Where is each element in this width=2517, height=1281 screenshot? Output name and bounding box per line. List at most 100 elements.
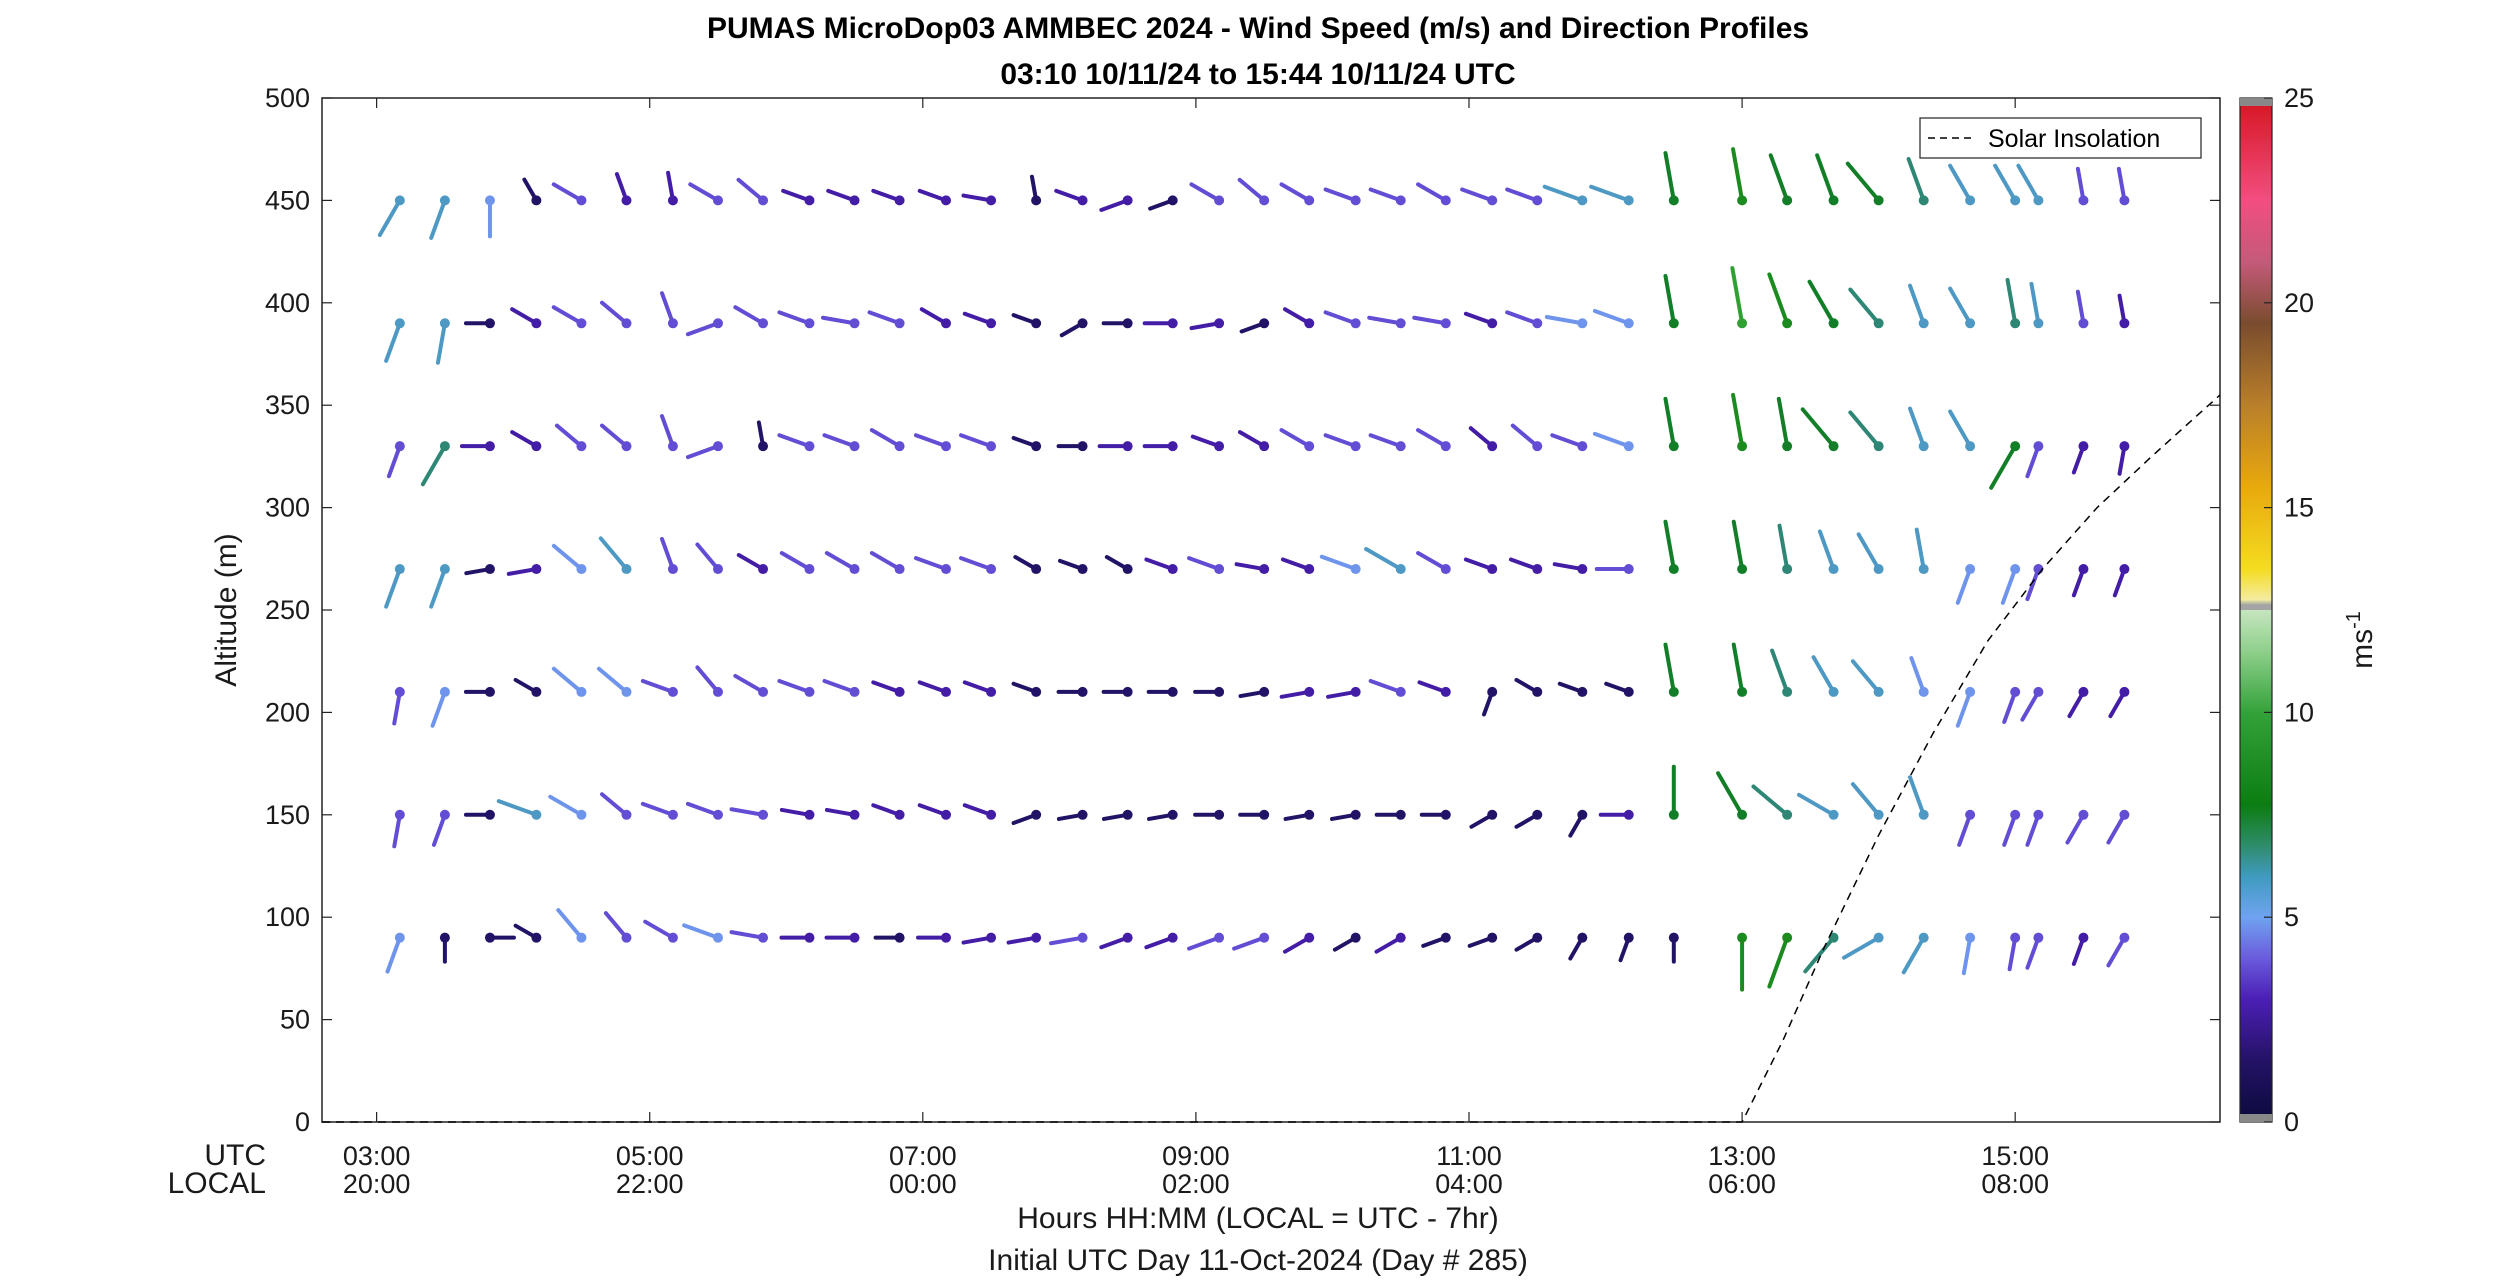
wind-barb-shaft [779,551,812,572]
wind-barb [1957,809,1976,847]
wind-barb-shaft [551,666,584,694]
wind-barb [733,305,769,329]
wind-barb [1101,809,1133,821]
wind-barb-dot [576,686,587,697]
wind-barb-shaft [685,321,720,337]
wind-barb-dot [1828,195,1839,206]
plot-frame [321,97,2221,1123]
wind-barb [1815,153,1839,206]
wind-barb [1330,809,1361,821]
wind-barb-dot [2010,564,2021,575]
wind-barb [1848,287,1884,329]
wind-barb [1146,686,1178,697]
wind-barb-dot [1304,564,1315,575]
wind-barb-dot [894,318,905,329]
wind-barb [1557,681,1588,697]
wind-barb [777,678,815,697]
wind-barb [1189,318,1225,331]
wind-barb-dot [1487,441,1498,452]
wind-barb [1279,428,1315,452]
wind-barb [1142,441,1178,452]
wind-barb [821,315,860,329]
wind-barb-dot [1873,932,1884,943]
wind-barb-dot [941,809,952,820]
wind-barb-dot [439,318,450,329]
wind-barb-shaft [1961,935,1973,976]
wind-barb-shaft [1187,935,1222,951]
wind-barb [1796,792,1839,820]
wind-barb [871,803,905,820]
wind-barb-dot [1487,564,1498,575]
wind-barb-dot [804,441,815,452]
wind-barb-shaft [1848,287,1881,326]
wind-barb [1238,809,1270,820]
wind-barb-dot [1122,441,1133,452]
wind-barb-dot [1031,564,1042,575]
wind-barb-dot [1918,686,1929,697]
wind-barb [2002,809,2021,847]
wind-barb [1800,407,1839,452]
wind-barb [1668,932,1679,964]
wind-barb-dot [531,318,542,329]
wind-barb-dot [1532,564,1543,575]
wind-barb-dot [439,809,450,820]
wind-barb [959,433,997,452]
wind-barb [1731,392,1748,452]
wind-barb-dot [1918,318,1929,329]
wind-barb [392,686,405,726]
wind-barb-dot [1395,932,1406,943]
wind-barb-dot [1918,809,1929,820]
colorbar-bottom-cap [2240,1114,2272,1122]
wind-barb-shaft [2025,812,2041,847]
wind-barb-dot [1623,195,1634,206]
wind-barb [2071,932,2089,966]
wind-barb-dot [1167,932,1178,943]
wind-barb [548,794,587,820]
wind-barb-dot [1577,809,1588,820]
wind-barb-dot [394,932,405,943]
wind-barb [1550,433,1588,452]
chart-title: PUMAS MicroDop03 AMMBEC 2024 - Wind Spee… [707,12,1809,45]
wind-barb-dot [941,441,952,452]
x-tick-label-utc: 13:00 [1708,1141,1776,1171]
wind-barb [384,318,405,363]
wind-barb [959,556,997,575]
wind-barb-dot [849,809,860,820]
wind-barb-dot [941,686,952,697]
wind-barb-dot [1577,195,1588,206]
wind-barb-shaft [1811,655,1836,694]
wind-barb [1280,557,1315,575]
wind-barb [510,430,542,452]
wind-barb-shaft [1505,310,1540,326]
wind-barb [1777,523,1793,575]
wind-barb [1737,932,1748,992]
wind-barb-dot [986,932,997,943]
wind-barb-dot [394,809,405,820]
wind-barb [1104,555,1133,575]
wind-barb-dot [1577,318,1588,329]
wind-barb-shaft [729,807,766,817]
wind-barb [554,423,587,452]
wind-barb-shaft [1989,444,2018,490]
wind-barb-dot [2010,932,2021,943]
wind-barb-dot [1077,318,1088,329]
wind-barb [1803,932,1839,974]
wind-barb-shaft [2005,277,2018,326]
wind-barb-shaft [1716,771,1745,817]
wind-barb-shaft [429,198,447,240]
wind-barb [2075,289,2089,329]
wind-barb-dot [1350,195,1361,206]
wind-barb-dot [1965,318,1976,329]
wind-barb [551,666,587,697]
wind-barb-dot [1782,441,1793,452]
wind-barb-shaft [1416,551,1448,572]
footer-day-label: Initial UTC Day 11-Oct-2024 (Day # 285) [988,1244,1528,1277]
wind-barb [1011,681,1042,697]
wind-barb-dot [1623,932,1634,943]
wind-barb-dot [1668,932,1679,943]
wind-barb-dot [1440,932,1451,943]
wind-barb-dot [439,686,450,697]
wind-barb-shaft [1815,153,1836,203]
wind-barb [1767,272,1793,329]
colorbar-tick-label: 0 [2284,1107,2299,1137]
